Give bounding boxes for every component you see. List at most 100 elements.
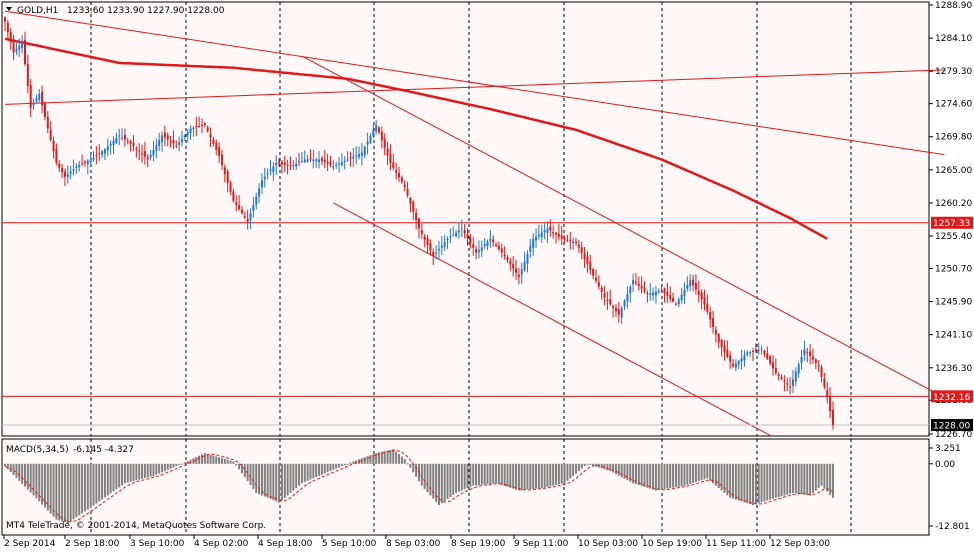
candle-body [243, 216, 246, 218]
candle-body [697, 290, 700, 295]
candle-body [335, 165, 338, 167]
candle [86, 159, 89, 175]
candle-body [686, 285, 689, 289]
macd-histogram-bar [395, 451, 398, 464]
x-axis-tick-label: 2 Sep 2014 [4, 539, 56, 549]
trendline[interactable] [301, 55, 945, 398]
trendline[interactable] [4, 10, 945, 156]
main-plot-area[interactable] [1, 1, 930, 437]
candle-body [4, 17, 6, 22]
macd-histogram-bar [252, 463, 255, 490]
candle [169, 136, 172, 148]
macd-histogram-bar [383, 451, 386, 464]
macd-histogram-bar [255, 463, 258, 493]
macd-histogram-bar [375, 453, 378, 464]
candle [714, 326, 717, 343]
macd-histogram-bar [63, 463, 66, 523]
candle-body [263, 176, 266, 179]
candle [603, 286, 606, 306]
macd-histogram-bar [800, 463, 803, 495]
candle-body [492, 239, 495, 243]
macd-histogram-bar [175, 463, 178, 467]
trendline[interactable] [4, 69, 945, 105]
candle-body [526, 253, 529, 264]
macd-histogram-bar [697, 463, 700, 482]
candle [666, 283, 669, 304]
y-axis-tick-label: 1226.70 [935, 430, 972, 440]
candle-body [417, 218, 420, 229]
candle-body [452, 234, 455, 236]
macd-histogram-bar [283, 463, 286, 498]
candle [803, 340, 806, 361]
candle [826, 381, 829, 404]
candle [689, 274, 692, 291]
macd-histogram-bar [606, 463, 609, 471]
candle-body [72, 168, 75, 171]
macd-histogram-bar [766, 463, 769, 501]
macd-histogram-bar [509, 463, 512, 488]
macd-histogram-bar [506, 463, 509, 487]
candle-body [161, 135, 164, 142]
ohlc-label: 1233.60 1233.90 1227.90 1228.00 [67, 6, 225, 16]
macd-histogram-bar [72, 463, 75, 520]
candle-body [626, 293, 629, 302]
candle [223, 164, 226, 183]
candle [580, 241, 583, 260]
candle [149, 150, 152, 161]
candle [703, 289, 706, 311]
chart-menu-triangle-icon[interactable] [6, 7, 12, 11]
candle-body [123, 134, 126, 140]
x-axis-tick-label: 11 Sep 11:00 [706, 539, 766, 549]
candle-body [774, 368, 777, 374]
macd-histogram-bar [663, 463, 666, 490]
candle-body [75, 166, 78, 168]
candle-body [757, 349, 760, 351]
candle [235, 195, 238, 212]
macd-histogram-bar [400, 456, 403, 464]
candle [409, 196, 412, 213]
candle-body [155, 145, 158, 151]
candle-body [38, 93, 41, 100]
candle-body [255, 196, 258, 205]
candle [809, 344, 812, 365]
candle [780, 374, 783, 381]
candle-body [183, 135, 186, 138]
candle [21, 35, 24, 54]
macd-histogram-bar [806, 463, 809, 495]
candle [386, 141, 389, 166]
candle-body [674, 303, 677, 305]
candle-body [43, 103, 46, 117]
candle [63, 168, 66, 186]
macd-histogram-bar [432, 463, 435, 499]
candle [161, 131, 164, 152]
candle-body [420, 230, 423, 234]
candle-body [395, 170, 398, 173]
candle [677, 297, 680, 308]
candle [649, 283, 652, 301]
candle [295, 157, 298, 170]
candle [717, 333, 720, 349]
macd-histogram-bar [86, 463, 89, 510]
candle-body [29, 85, 32, 108]
macd-histogram-bar [637, 463, 640, 486]
macd-histogram-bar [415, 463, 418, 477]
candle [763, 349, 766, 357]
macd-histogram-bar [669, 463, 672, 489]
candle [489, 229, 492, 248]
candle [389, 144, 392, 171]
macd-histogram-bar [649, 463, 652, 489]
candle [443, 234, 446, 251]
candle-body [789, 386, 792, 388]
macd-histogram-bar [680, 463, 683, 487]
candle [375, 119, 378, 135]
candle-body [166, 135, 169, 140]
candle-body [800, 356, 803, 363]
macd-histogram-bar [355, 460, 358, 464]
candle [363, 145, 366, 159]
candle [469, 233, 472, 249]
candle [706, 294, 709, 315]
candle-body [406, 188, 409, 196]
candle-body [749, 351, 752, 354]
macd-histogram-bar [243, 463, 246, 478]
